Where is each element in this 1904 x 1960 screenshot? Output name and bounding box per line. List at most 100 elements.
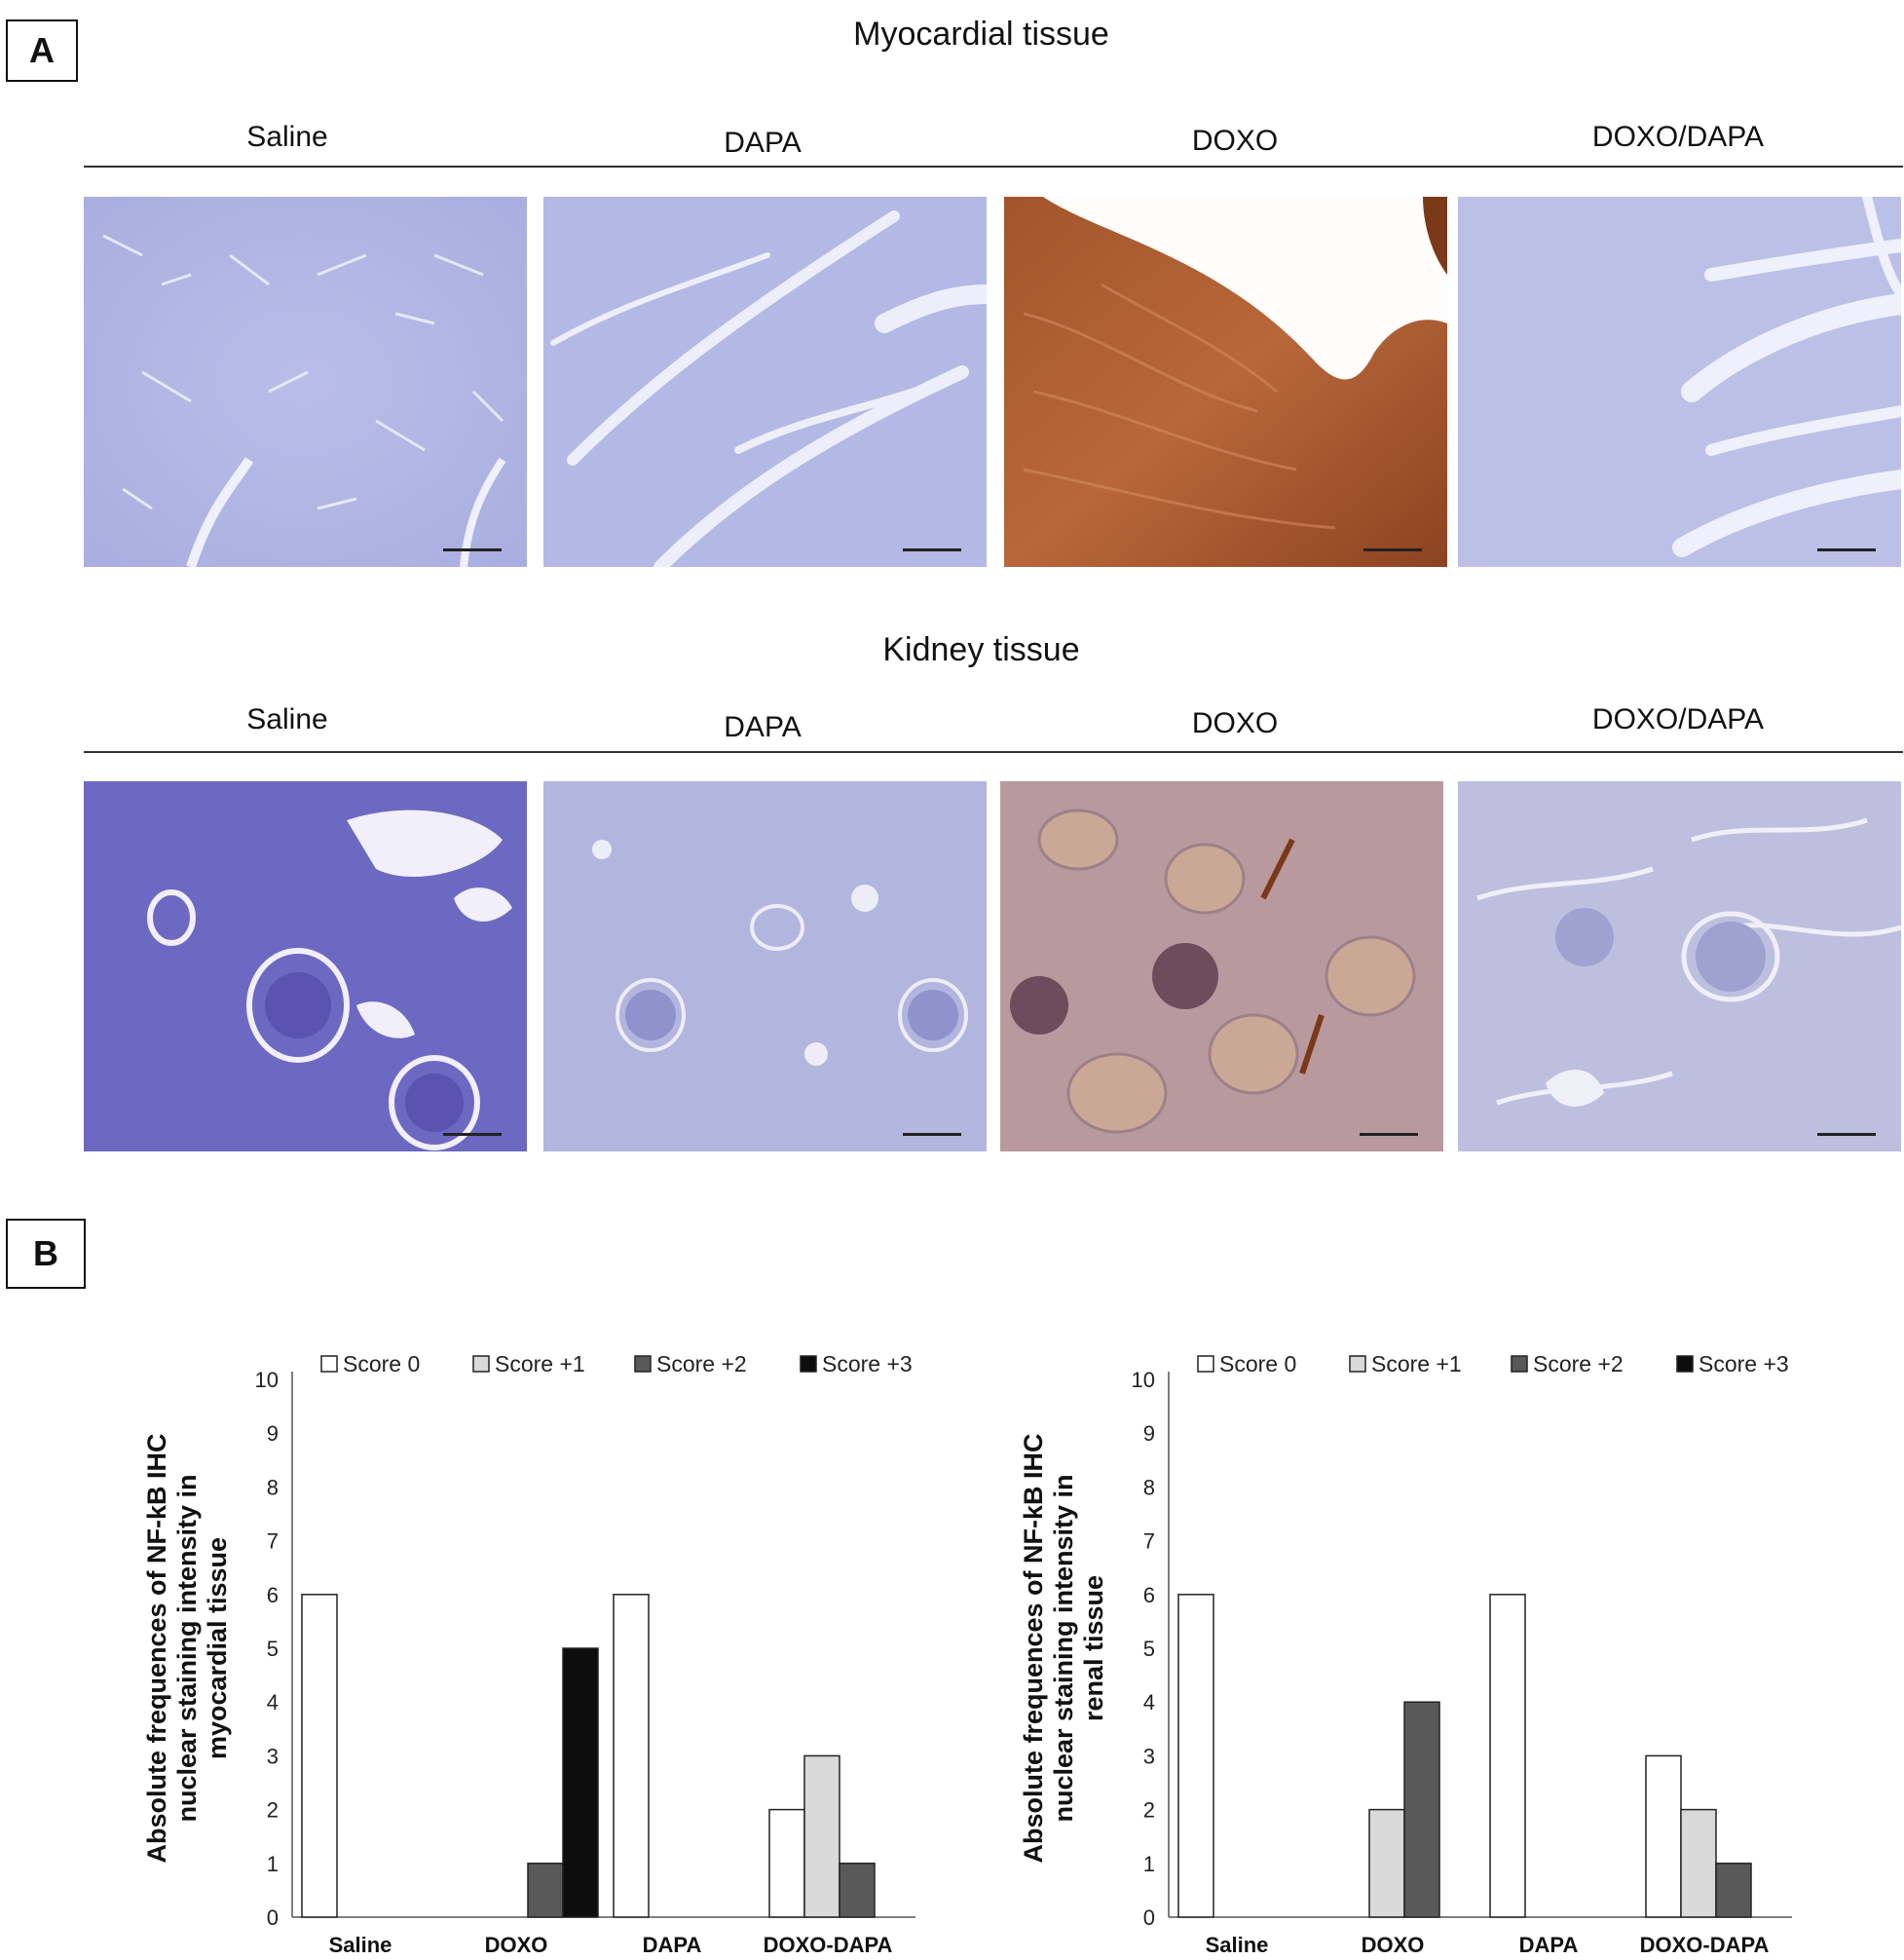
y-tick-label: 1 xyxy=(267,1852,279,1876)
bar xyxy=(1489,1594,1526,1918)
scale-bar xyxy=(1360,1133,1418,1136)
y-tick-label: 2 xyxy=(1143,1798,1155,1823)
myo-label-doxo: DOXO xyxy=(1191,125,1279,157)
scale-bar xyxy=(443,1133,502,1136)
y-axis-label-line: Absolute frequences of NF-kB IHC xyxy=(142,1433,171,1863)
bar xyxy=(803,1754,840,1918)
kidney-image-saline xyxy=(84,781,527,1151)
x-tick-label: DOXO-DAPA xyxy=(1640,1933,1770,1957)
legend-entry: Score 0 xyxy=(1219,1351,1296,1376)
x-tick-label: Saline xyxy=(329,1933,392,1957)
legend-entry: Score +1 xyxy=(1371,1351,1462,1376)
bar xyxy=(1403,1701,1440,1918)
panel-b-label: B xyxy=(6,1219,86,1289)
myo-image-doxo xyxy=(1004,197,1447,567)
bar xyxy=(839,1863,876,1918)
bar xyxy=(1715,1863,1752,1918)
x-tick-label: DAPA xyxy=(643,1933,702,1957)
scale-bar xyxy=(1817,1133,1876,1136)
legend-swatch xyxy=(472,1355,490,1373)
y-tick-label: 10 xyxy=(1132,1368,1155,1392)
x-tick-label: DOXO-DAPA xyxy=(764,1933,893,1957)
legend-entry: Score +1 xyxy=(495,1351,585,1376)
bar xyxy=(1645,1754,1682,1918)
y-tick-label: 3 xyxy=(1143,1744,1155,1768)
bar xyxy=(562,1647,599,1918)
scale-bar xyxy=(443,548,502,551)
renal-bar-chart: Absolute frequences of NF-kB IHCnuclear … xyxy=(1019,1351,1792,1957)
kidney-image-doxo-dapa xyxy=(1458,781,1901,1151)
bar xyxy=(527,1863,564,1918)
y-tick-label: 2 xyxy=(267,1798,279,1823)
bar xyxy=(1177,1594,1214,1918)
y-tick-label: 6 xyxy=(1143,1583,1155,1607)
kidney-label-doxo-dapa: DOXO/DAPA xyxy=(1591,703,1765,735)
myo-label-saline: Saline xyxy=(246,121,328,153)
y-tick-label: 7 xyxy=(267,1529,279,1554)
scale-bar xyxy=(1817,548,1876,551)
y-tick-label: 0 xyxy=(267,1905,279,1930)
y-tick-label: 7 xyxy=(1143,1529,1155,1554)
y-tick-label: 8 xyxy=(267,1475,279,1499)
scale-bar xyxy=(1363,548,1422,551)
y-tick-label: 4 xyxy=(267,1690,279,1715)
myo-header-rule xyxy=(84,166,1903,168)
x-tick-label: DOXO xyxy=(1362,1933,1425,1957)
legend-entry: Score +3 xyxy=(822,1351,913,1376)
x-tick-label: DOXO xyxy=(485,1933,548,1957)
y-tick-label: 8 xyxy=(1143,1475,1155,1499)
y-tick-label: 6 xyxy=(267,1583,279,1607)
legend-entry: Score +2 xyxy=(1533,1351,1624,1376)
myocardial-bar-chart: Absolute frequences of NF-kB IHCnuclear … xyxy=(142,1351,915,1957)
y-axis-label: Absolute frequences of NF-kB IHCnuclear … xyxy=(142,1433,232,1863)
y-tick-label: 10 xyxy=(255,1368,279,1392)
legend-entry: Score +2 xyxy=(656,1351,747,1376)
kidney-label-doxo: DOXO xyxy=(1191,707,1279,739)
myo-image-doxo-dapa xyxy=(1458,197,1901,567)
legend-swatch xyxy=(634,1355,652,1373)
bar xyxy=(1368,1808,1405,1918)
bar xyxy=(1680,1808,1717,1918)
bar xyxy=(768,1808,805,1918)
myo-image-dapa xyxy=(543,197,987,567)
x-tick-label: DAPA xyxy=(1519,1933,1579,1957)
y-axis-label-line: myocardial tissue xyxy=(203,1537,232,1759)
legend-swatch xyxy=(320,1355,338,1373)
y-axis-label-line: nuclear staining intensity in xyxy=(1049,1474,1078,1822)
panel-a-label: A xyxy=(6,19,78,82)
y-tick-label: 9 xyxy=(267,1421,279,1446)
y-axis-label-line: renal tissue xyxy=(1079,1575,1108,1721)
kidney-image-doxo xyxy=(1000,781,1443,1151)
kidney-label-dapa: DAPA xyxy=(724,711,802,743)
legend-swatch xyxy=(800,1355,817,1373)
myo-label-dapa: DAPA xyxy=(724,127,802,159)
kidney-label-saline: Saline xyxy=(246,703,328,735)
legend-entry: Score +3 xyxy=(1699,1351,1789,1376)
kidney-section-title: Kidney tissue xyxy=(882,631,1080,668)
y-tick-label: 1 xyxy=(1143,1852,1155,1876)
y-axis-label: Absolute frequences of NF-kB IHCnuclear … xyxy=(1019,1433,1108,1863)
y-axis-label-line: Absolute frequences of NF-kB IHC xyxy=(1019,1433,1048,1863)
kidney-header-rule xyxy=(84,751,1903,753)
myocardial-section-title: Myocardial tissue xyxy=(853,16,1109,53)
kidney-image-dapa xyxy=(543,781,987,1151)
scale-bar xyxy=(903,548,961,551)
legend-swatch xyxy=(1676,1355,1694,1373)
legend-swatch xyxy=(1197,1355,1214,1373)
y-tick-label: 5 xyxy=(1143,1637,1155,1661)
y-tick-label: 5 xyxy=(267,1637,279,1661)
y-tick-label: 4 xyxy=(1143,1690,1155,1715)
bar xyxy=(301,1594,338,1918)
myo-image-saline xyxy=(84,197,527,567)
legend-swatch xyxy=(1349,1355,1366,1373)
scale-bar xyxy=(903,1133,961,1136)
y-tick-label: 9 xyxy=(1143,1421,1155,1446)
y-tick-label: 3 xyxy=(267,1744,279,1768)
x-tick-label: Saline xyxy=(1206,1933,1269,1957)
y-tick-label: 0 xyxy=(1143,1905,1155,1930)
bar xyxy=(613,1594,650,1918)
y-axis-label-line: nuclear staining intensity in xyxy=(172,1474,202,1822)
legend-entry: Score 0 xyxy=(343,1351,420,1376)
legend-swatch xyxy=(1511,1355,1528,1373)
myo-label-doxo-dapa: DOXO/DAPA xyxy=(1591,121,1765,153)
